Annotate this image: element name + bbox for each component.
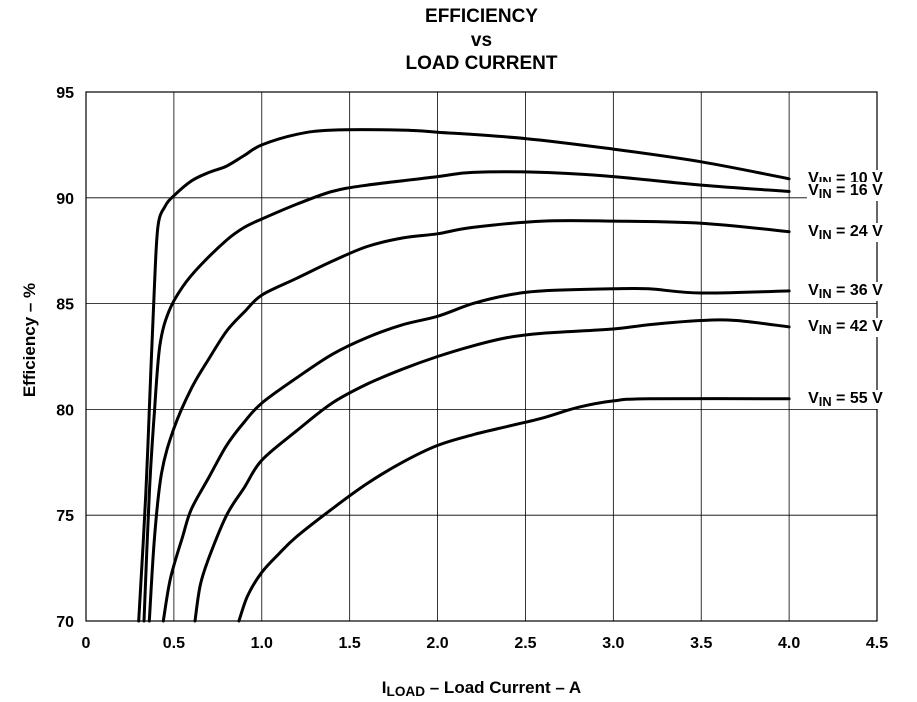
x-tick-label: 1.0 <box>251 635 273 652</box>
y-tick-labels: 70 75 80 85 90 95 <box>56 85 74 631</box>
series-label-rest: = 24 V <box>831 222 883 240</box>
x-tick-label: 4.5 <box>866 635 888 652</box>
x-tick-label: 2.5 <box>514 635 536 652</box>
series-label-rest: = 36 V <box>831 281 883 299</box>
x-tick-label: 4.0 <box>778 635 800 652</box>
series-label-6: VIN = 55 V <box>807 389 884 409</box>
y-tick-label: 85 <box>56 297 74 314</box>
series-label-sub: IN <box>818 321 832 337</box>
chart-title-line-1: EFFICIENCY <box>425 6 538 27</box>
series-label-rest: = 55 V <box>831 389 883 407</box>
series-label-2: VIN = 16 V <box>807 182 884 202</box>
series-label-sub: IN <box>818 393 832 409</box>
y-tick-label: 90 <box>56 191 74 208</box>
series-line-5 <box>193 318 791 623</box>
chart-title-line-2: vs <box>470 30 493 51</box>
plot-frame <box>85 91 878 622</box>
y-tick-label: 80 <box>56 402 74 419</box>
y-tick-label: 95 <box>56 85 74 102</box>
series-label-main: V <box>808 182 819 200</box>
series-label-sub: IN <box>818 285 832 301</box>
series-label-main: V <box>808 169 819 187</box>
series-line-4 <box>161 286 791 623</box>
series-label-rest: = 16 V <box>831 182 883 200</box>
x-tick-label: 1.5 <box>339 635 361 652</box>
series-label-3: VIN = 24 V <box>807 222 884 242</box>
y-tick-label: 70 <box>56 614 74 631</box>
y-tick-label: 75 <box>56 508 74 525</box>
series-label-main: V <box>808 222 819 240</box>
x-tick-label: 3.0 <box>602 635 624 652</box>
series-label-main: V <box>808 281 819 299</box>
x-axis-label: ILOAD – Load Current – A <box>381 678 582 699</box>
series-line-6 <box>237 397 791 623</box>
x-tick-label: 3.5 <box>690 635 712 652</box>
x-tick-label: 2.0 <box>426 635 448 652</box>
chart-title-line-3: LOAD CURRENT <box>405 53 558 74</box>
x-tick-label: 0 <box>82 635 91 652</box>
series-lines <box>137 128 791 623</box>
x-tick-label: 0.5 <box>163 635 185 652</box>
series-line-2 <box>142 170 791 623</box>
series-label-4: VIN = 36 V <box>807 281 884 301</box>
series-line-3 <box>147 219 791 623</box>
series-label-main: V <box>808 389 819 407</box>
series-label-sub: IN <box>818 226 832 242</box>
series-label-rest: = 42 V <box>831 317 883 335</box>
series-line-1 <box>137 128 791 623</box>
x-tick-labels: 0 0.5 1.0 1.5 2.0 2.5 3.0 3.5 4.0 4.5 <box>82 635 889 652</box>
series-label-5: VIN = 42 V <box>807 317 884 337</box>
series-label-sub: IN <box>818 186 832 202</box>
series-label-main: V <box>808 317 819 335</box>
